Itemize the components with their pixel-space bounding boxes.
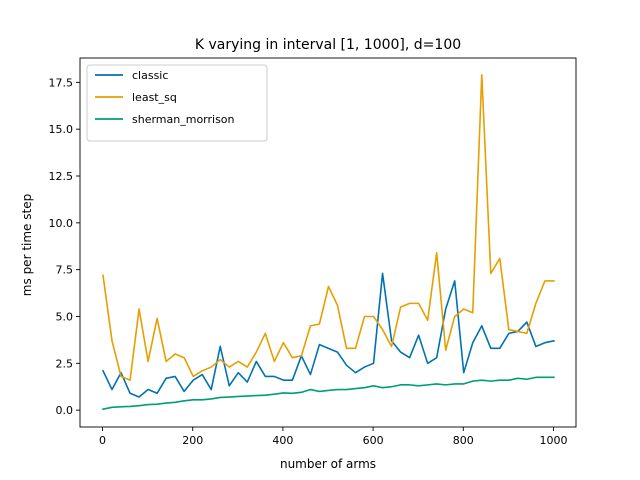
x-tick-label: 800 (453, 434, 474, 447)
series-lines (101, 74, 555, 411)
y-axis-label: ms per time step (20, 194, 34, 296)
x-tick-label: 1000 (539, 434, 567, 447)
y-tick-label: 15.0 (49, 123, 74, 136)
legend: classic least_sq sherman_morrison (86, 64, 268, 142)
legend-box (86, 64, 268, 142)
axes: 0 200 400 600 800 1000 0.0 2.5 5.0 7.5 10.0 12.5 15.… (49, 57, 577, 447)
y-tick-label: 7.5 (56, 264, 74, 277)
y-tick-label: 2.5 (56, 357, 74, 370)
series-line-classic (101, 272, 555, 398)
legend-label-least_sq: least_sq (132, 91, 177, 104)
y-tick-label: 17.5 (49, 76, 74, 89)
x-tick-label: 600 (363, 434, 384, 447)
x-tick-label: 0 (99, 434, 106, 447)
legend-label-sherman_morrison: sherman_morrison (132, 113, 235, 126)
x-tick-label: 200 (182, 434, 203, 447)
y-tick-label: 12.5 (49, 170, 74, 183)
series-line-sherman_morrison (102, 376, 555, 411)
y-tick-label: 5.0 (56, 310, 74, 323)
chart-title: K varying in interval [1, 1000], d=100 (195, 37, 461, 53)
series-line-least_sq (102, 74, 555, 381)
y-tick-label: 0.0 (56, 404, 74, 417)
y-tick-label: 10.0 (49, 217, 74, 230)
plot-frame (79, 57, 577, 428)
x-axis-label: number of arms (280, 457, 376, 471)
x-tick-label: 400 (272, 434, 293, 447)
legend-label-classic: classic (132, 69, 168, 82)
